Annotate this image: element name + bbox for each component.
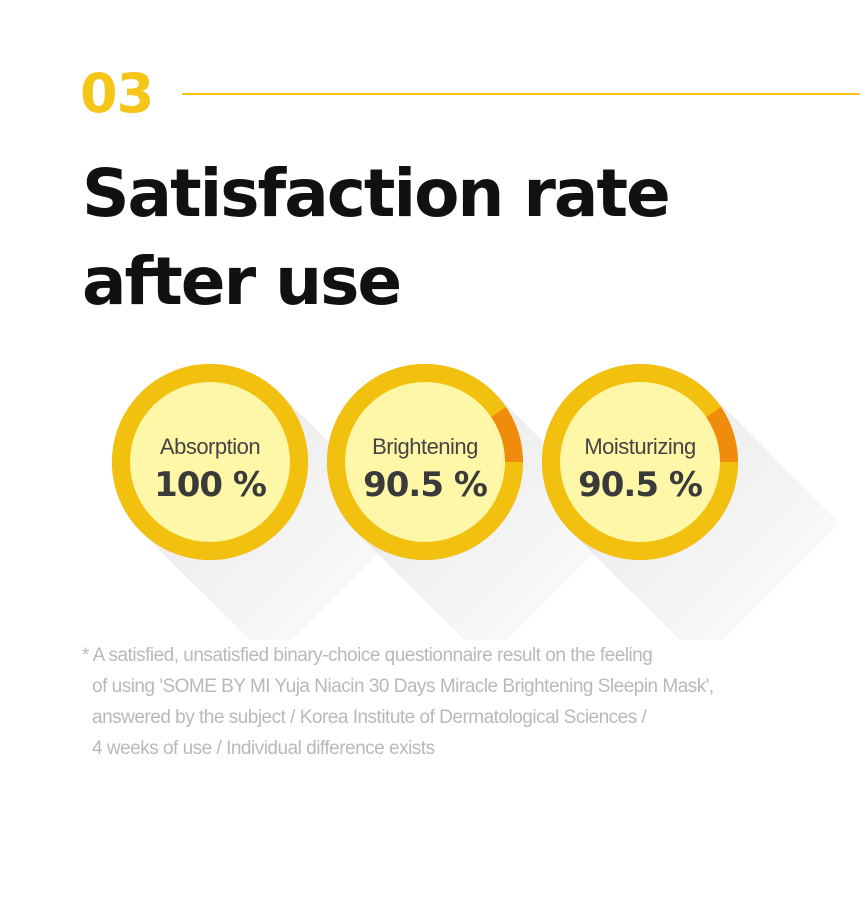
ring-brightening: Brightening 90.5 % (326, 364, 625, 640)
title-line-1: Satisfaction rate (82, 155, 671, 232)
ring-value: 90.5 % (363, 465, 487, 505)
ring-value: 100 % (154, 465, 266, 505)
footnote-line-2: of using 'SOME BY MI Yuja Niacin 30 Days… (92, 676, 714, 697)
footnote-line-4: 4 weeks of use / Individual difference e… (92, 738, 435, 759)
footnote-line-3: answered by the subject / Korea Institut… (92, 707, 647, 728)
section-divider (182, 93, 860, 95)
ring-inner (130, 382, 290, 542)
ring-label: Moisturizing (584, 434, 695, 459)
ring-label: Brightening (372, 434, 478, 459)
footnote-line-1: * A satisfied, unsatisfied binary-choice… (82, 645, 653, 666)
ring-label: Absorption (160, 434, 260, 459)
section-number: 03 (80, 62, 154, 125)
ring-value: 90.5 % (578, 465, 702, 505)
page-title: Satisfaction rate after use (82, 150, 671, 326)
title-line-2: after use (82, 243, 402, 320)
ring-moisturizing: Moisturizing 90.5 % (541, 363, 840, 640)
ring-inner (345, 382, 505, 542)
ring-absorption: Absorption 100 % (112, 364, 410, 640)
footnote: * A satisfied, unsatisfied binary-choice… (82, 640, 782, 764)
ring-inner (560, 382, 720, 542)
